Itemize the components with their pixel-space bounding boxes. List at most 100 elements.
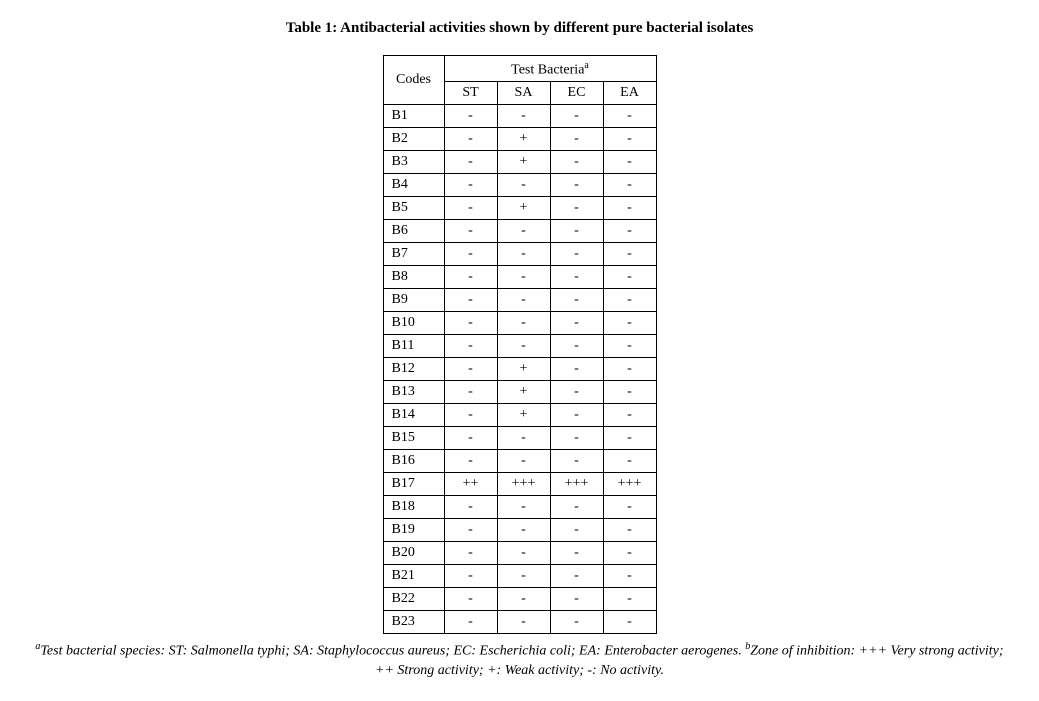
table-row: B8---- [383, 265, 656, 288]
value-cell: - [444, 518, 497, 541]
table-row: B20---- [383, 541, 656, 564]
value-cell: - [550, 518, 603, 541]
value-cell: - [603, 196, 656, 219]
value-cell: + [497, 403, 550, 426]
code-cell: B7 [383, 242, 444, 265]
value-cell: - [444, 265, 497, 288]
table-row: B17+++++++++++ [383, 472, 656, 495]
value-cell: - [497, 104, 550, 127]
value-cell: - [550, 449, 603, 472]
value-cell: - [444, 127, 497, 150]
value-cell: - [603, 288, 656, 311]
code-cell: B21 [383, 564, 444, 587]
table-footnote: aTest bacterial species: ST: Salmonella … [30, 640, 1009, 681]
value-cell: - [603, 104, 656, 127]
value-cell: - [550, 541, 603, 564]
value-cell: - [444, 541, 497, 564]
value-cell: - [550, 403, 603, 426]
value-cell: - [497, 518, 550, 541]
code-cell: B12 [383, 357, 444, 380]
value-cell: - [444, 242, 497, 265]
value-cell: - [497, 311, 550, 334]
value-cell: + [497, 150, 550, 173]
value-cell: - [603, 334, 656, 357]
value-cell: - [550, 242, 603, 265]
value-cell: - [550, 104, 603, 127]
code-cell: B16 [383, 449, 444, 472]
value-cell: - [444, 610, 497, 633]
table-row: B14-+-- [383, 403, 656, 426]
value-cell: - [497, 334, 550, 357]
value-cell: - [444, 173, 497, 196]
table-row: B16---- [383, 449, 656, 472]
value-cell: +++ [603, 472, 656, 495]
value-cell: - [603, 265, 656, 288]
value-cell: - [444, 426, 497, 449]
code-cell: B23 [383, 610, 444, 633]
value-cell: - [603, 357, 656, 380]
value-cell: - [497, 426, 550, 449]
table-row: B13-+-- [383, 380, 656, 403]
value-cell: - [550, 495, 603, 518]
value-cell: - [603, 587, 656, 610]
value-cell: - [550, 288, 603, 311]
value-cell: - [550, 311, 603, 334]
codes-header: Codes [383, 56, 444, 105]
value-cell: - [444, 104, 497, 127]
table-row: B22---- [383, 587, 656, 610]
value-cell: - [603, 242, 656, 265]
value-cell: - [550, 196, 603, 219]
value-cell: - [444, 219, 497, 242]
column-header: SA [497, 81, 550, 104]
value-cell: - [444, 334, 497, 357]
activity-table: Codes Test Bacteriaa STSAECEA B1----B2-+… [383, 55, 657, 634]
value-cell: - [550, 173, 603, 196]
value-cell: - [550, 265, 603, 288]
value-cell: - [603, 495, 656, 518]
value-cell: - [497, 173, 550, 196]
value-cell: - [497, 495, 550, 518]
value-cell: - [603, 173, 656, 196]
value-cell: + [497, 357, 550, 380]
table-row: B7---- [383, 242, 656, 265]
table-row: B18---- [383, 495, 656, 518]
value-cell: - [550, 426, 603, 449]
value-cell: +++ [550, 472, 603, 495]
table-row: B9---- [383, 288, 656, 311]
value-cell: + [497, 196, 550, 219]
value-cell: - [444, 449, 497, 472]
table-row: B23---- [383, 610, 656, 633]
table-row: B12-+-- [383, 357, 656, 380]
value-cell: - [550, 564, 603, 587]
value-cell: - [444, 150, 497, 173]
value-cell: - [444, 288, 497, 311]
value-cell: - [444, 380, 497, 403]
value-cell: - [444, 196, 497, 219]
test-bacteria-header: Test Bacteriaa [444, 56, 656, 82]
value-cell: - [444, 495, 497, 518]
value-cell: - [603, 219, 656, 242]
value-cell: - [550, 610, 603, 633]
value-cell: - [550, 127, 603, 150]
value-cell: - [603, 449, 656, 472]
column-header: EC [550, 81, 603, 104]
value-cell: - [603, 150, 656, 173]
table-row: B1---- [383, 104, 656, 127]
value-cell: ++ [444, 472, 497, 495]
table-row: B11---- [383, 334, 656, 357]
value-cell: - [497, 610, 550, 633]
code-cell: B13 [383, 380, 444, 403]
code-cell: B10 [383, 311, 444, 334]
value-cell: +++ [497, 472, 550, 495]
value-cell: - [444, 311, 497, 334]
value-cell: - [444, 564, 497, 587]
table-row: B4---- [383, 173, 656, 196]
value-cell: - [603, 380, 656, 403]
value-cell: - [550, 150, 603, 173]
table-row: B19---- [383, 518, 656, 541]
code-cell: B11 [383, 334, 444, 357]
code-cell: B18 [383, 495, 444, 518]
value-cell: - [603, 518, 656, 541]
value-cell: - [550, 380, 603, 403]
value-cell: - [497, 564, 550, 587]
